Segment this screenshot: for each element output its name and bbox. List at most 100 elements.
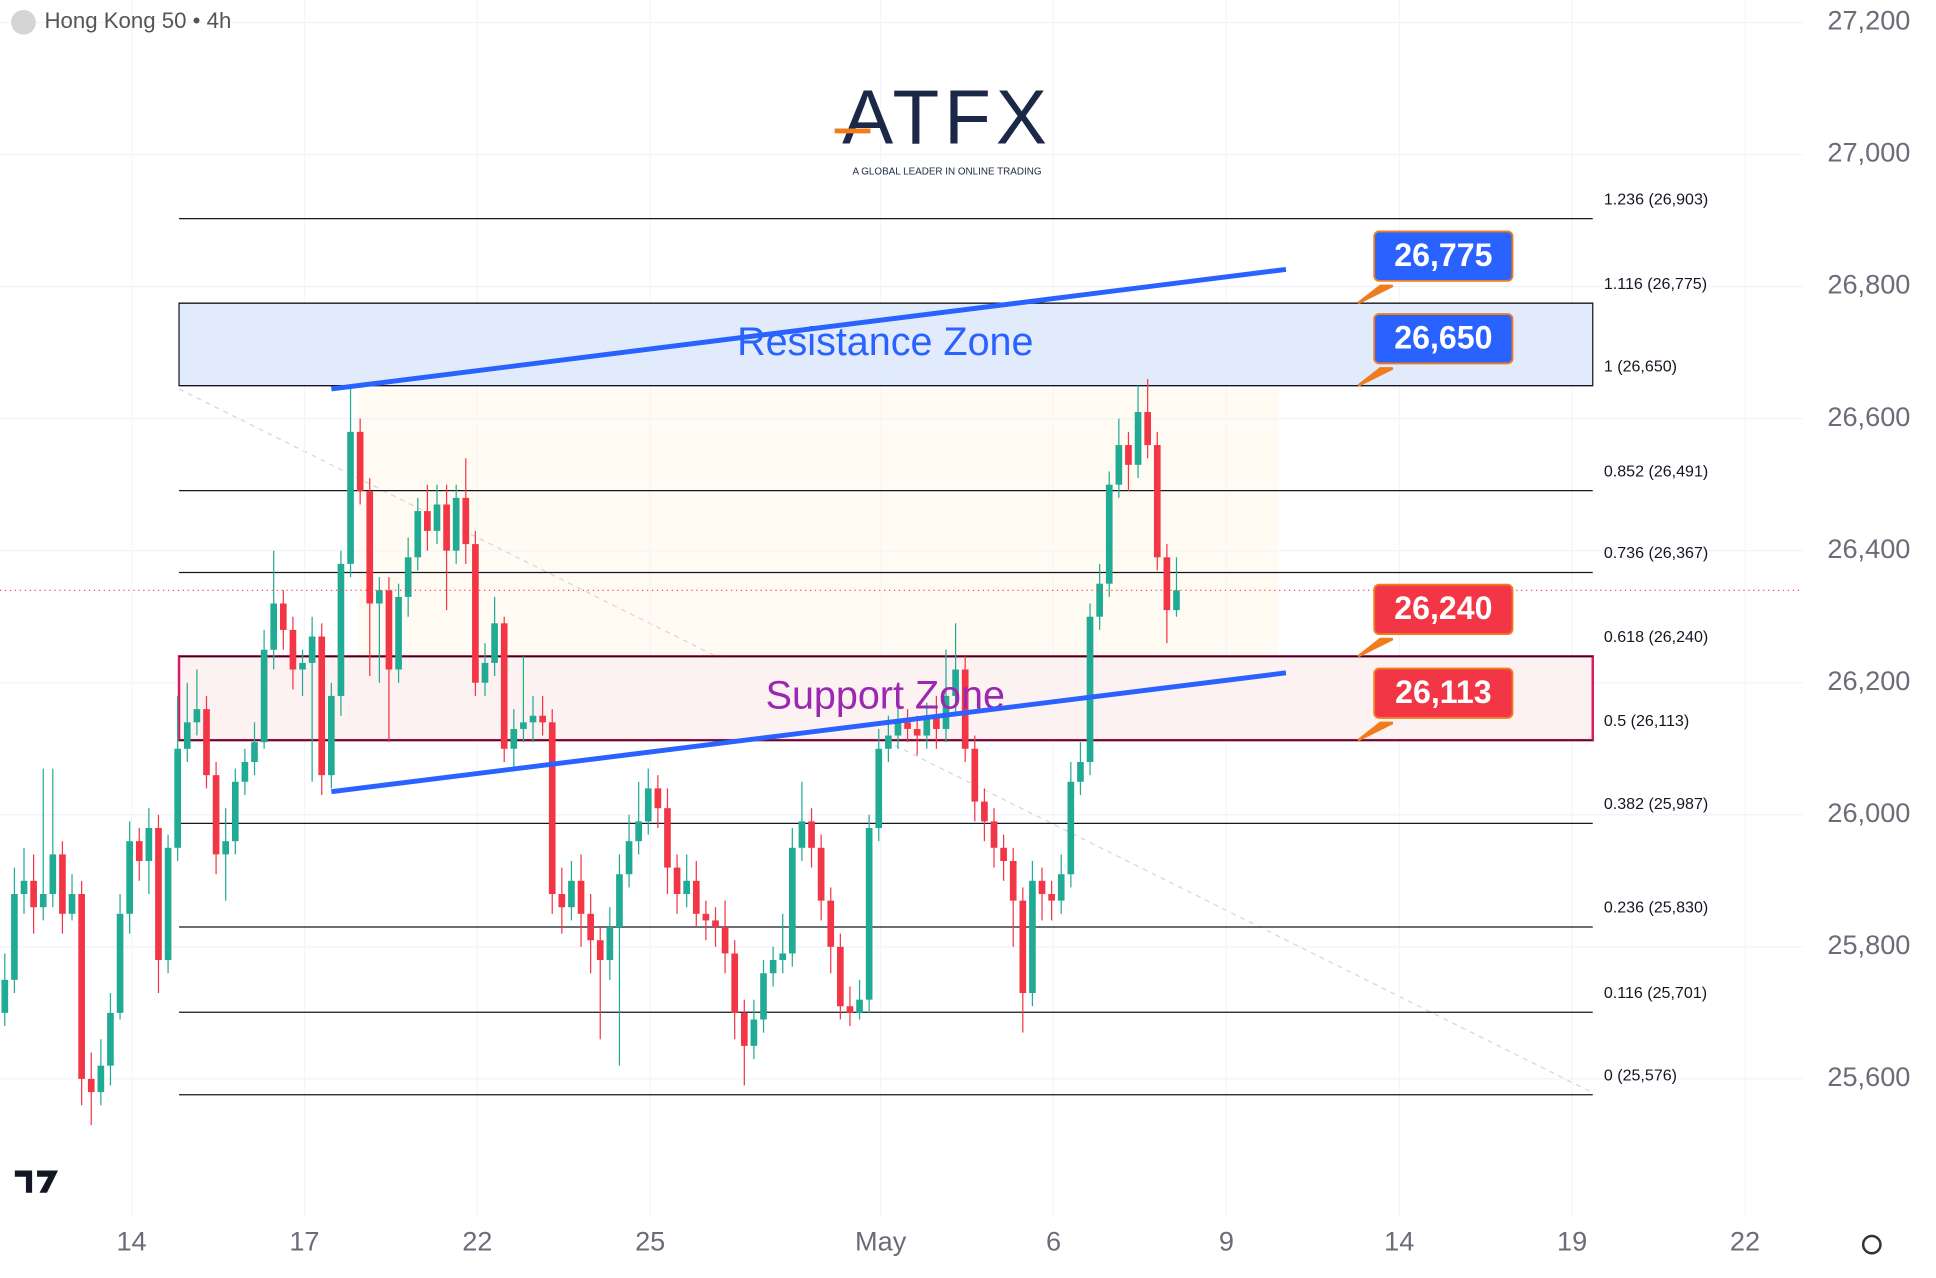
candle-body — [981, 801, 988, 822]
candle-body — [155, 827, 162, 961]
candle-body — [183, 722, 191, 749]
candle-body — [683, 880, 691, 895]
candle-body — [750, 1019, 758, 1046]
callout-label: 26,650 — [1394, 319, 1492, 355]
candle-body — [692, 880, 700, 914]
candle-body — [107, 1012, 114, 1066]
candle-body — [971, 748, 979, 802]
candle-body — [913, 728, 921, 736]
candle-body — [635, 821, 642, 842]
candle-body — [760, 973, 767, 1020]
fib-label: 0.382 (25,987) — [1604, 795, 1708, 813]
candle-body — [385, 590, 393, 670]
candle-body — [443, 504, 450, 551]
fib-label: 0.236 (25,830) — [1604, 899, 1708, 917]
candle-body — [49, 854, 57, 895]
candle-body — [1048, 894, 1055, 901]
tv-logo — [14, 1170, 59, 1193]
fib-label: 0.736 (26,367) — [1604, 544, 1708, 562]
candle-body — [1163, 557, 1171, 611]
candle-body — [491, 623, 498, 663]
candle-body — [846, 1006, 854, 1013]
candle-body — [1173, 590, 1180, 611]
candle-body — [462, 497, 470, 545]
candle-body — [529, 715, 537, 723]
candle-body — [721, 927, 729, 954]
y-tick-label: 26,000 — [1827, 797, 1910, 828]
candle-body — [376, 590, 383, 604]
candle-body — [193, 709, 201, 723]
y-tick-label: 27,000 — [1827, 137, 1910, 168]
candle-body — [39, 894, 47, 908]
candle-body — [395, 596, 402, 670]
candle-body — [260, 649, 268, 743]
candle-body — [20, 880, 28, 895]
x-tick-label: 22 — [462, 1226, 492, 1257]
candle-body — [1144, 412, 1152, 446]
candle-body — [808, 821, 815, 848]
callout-box — [1373, 313, 1514, 365]
callout-pointer — [1357, 367, 1394, 387]
candle-body — [933, 715, 940, 729]
callout-box — [1373, 667, 1514, 719]
candle-body — [587, 913, 594, 941]
fib-label: 1.116 (26,775) — [1604, 275, 1707, 293]
y-tick-label: 25,600 — [1827, 1061, 1910, 1092]
candle-body — [222, 841, 230, 855]
candle-body — [1086, 616, 1094, 762]
candle-body — [673, 867, 681, 895]
candle-body — [644, 788, 652, 822]
candle-body — [203, 709, 210, 776]
candle-body — [1115, 445, 1123, 485]
candle-body — [990, 821, 998, 848]
y-tick-label: 26,600 — [1827, 401, 1910, 432]
callout-pointer — [1357, 721, 1394, 742]
candle-body — [164, 847, 172, 961]
candle-body — [1, 979, 9, 1013]
x-tick-label: 17 — [289, 1226, 319, 1257]
x-tick-label: 6 — [1046, 1226, 1061, 1257]
fib-label: 1.236 (26,903) — [1604, 190, 1708, 208]
candle-body — [539, 715, 546, 723]
symbol: Hong Kong 50 • 4h — [44, 8, 231, 33]
x-tick-label: 25 — [635, 1226, 665, 1257]
logo: ATFX — [842, 76, 1052, 161]
candle-body — [827, 900, 835, 947]
candle-body — [654, 788, 662, 809]
candle-body — [817, 847, 825, 901]
callout-box — [1373, 583, 1514, 636]
candle-body — [78, 894, 85, 1079]
y-tick-label: 26,200 — [1827, 665, 1910, 696]
candle-body — [1057, 874, 1065, 901]
candle-body — [481, 662, 489, 683]
callout-box — [1373, 230, 1514, 282]
callout-pointer — [1357, 637, 1394, 658]
trendline — [331, 266, 1287, 392]
candle-body — [11, 894, 18, 980]
x-tick-label: 22 — [1730, 1226, 1760, 1257]
y-tick-label: 25,800 — [1827, 929, 1910, 960]
logo-tagline: A GLOBAL LEADER IN ONLINE TRADING — [852, 166, 1041, 177]
candle-body — [577, 880, 585, 914]
candle-body — [942, 695, 950, 729]
y-tick-label: 26,400 — [1827, 533, 1910, 564]
candle-body — [135, 841, 143, 862]
candle-body — [1000, 847, 1007, 862]
candle-body — [59, 854, 66, 914]
candle-body — [97, 1065, 105, 1093]
candle-body — [885, 735, 892, 749]
candle-body — [568, 880, 575, 908]
candle-body — [116, 913, 124, 1013]
fib-shade — [358, 388, 1278, 661]
candle-body — [779, 953, 787, 961]
candle-body — [548, 722, 556, 895]
candle-body — [366, 491, 374, 604]
candle-body — [558, 894, 566, 908]
trendline — [331, 670, 1287, 795]
candle-body — [356, 431, 364, 492]
candle-body — [1153, 445, 1161, 558]
candle-body — [1009, 861, 1017, 901]
candle-body — [318, 636, 326, 776]
candle-body — [510, 728, 518, 749]
